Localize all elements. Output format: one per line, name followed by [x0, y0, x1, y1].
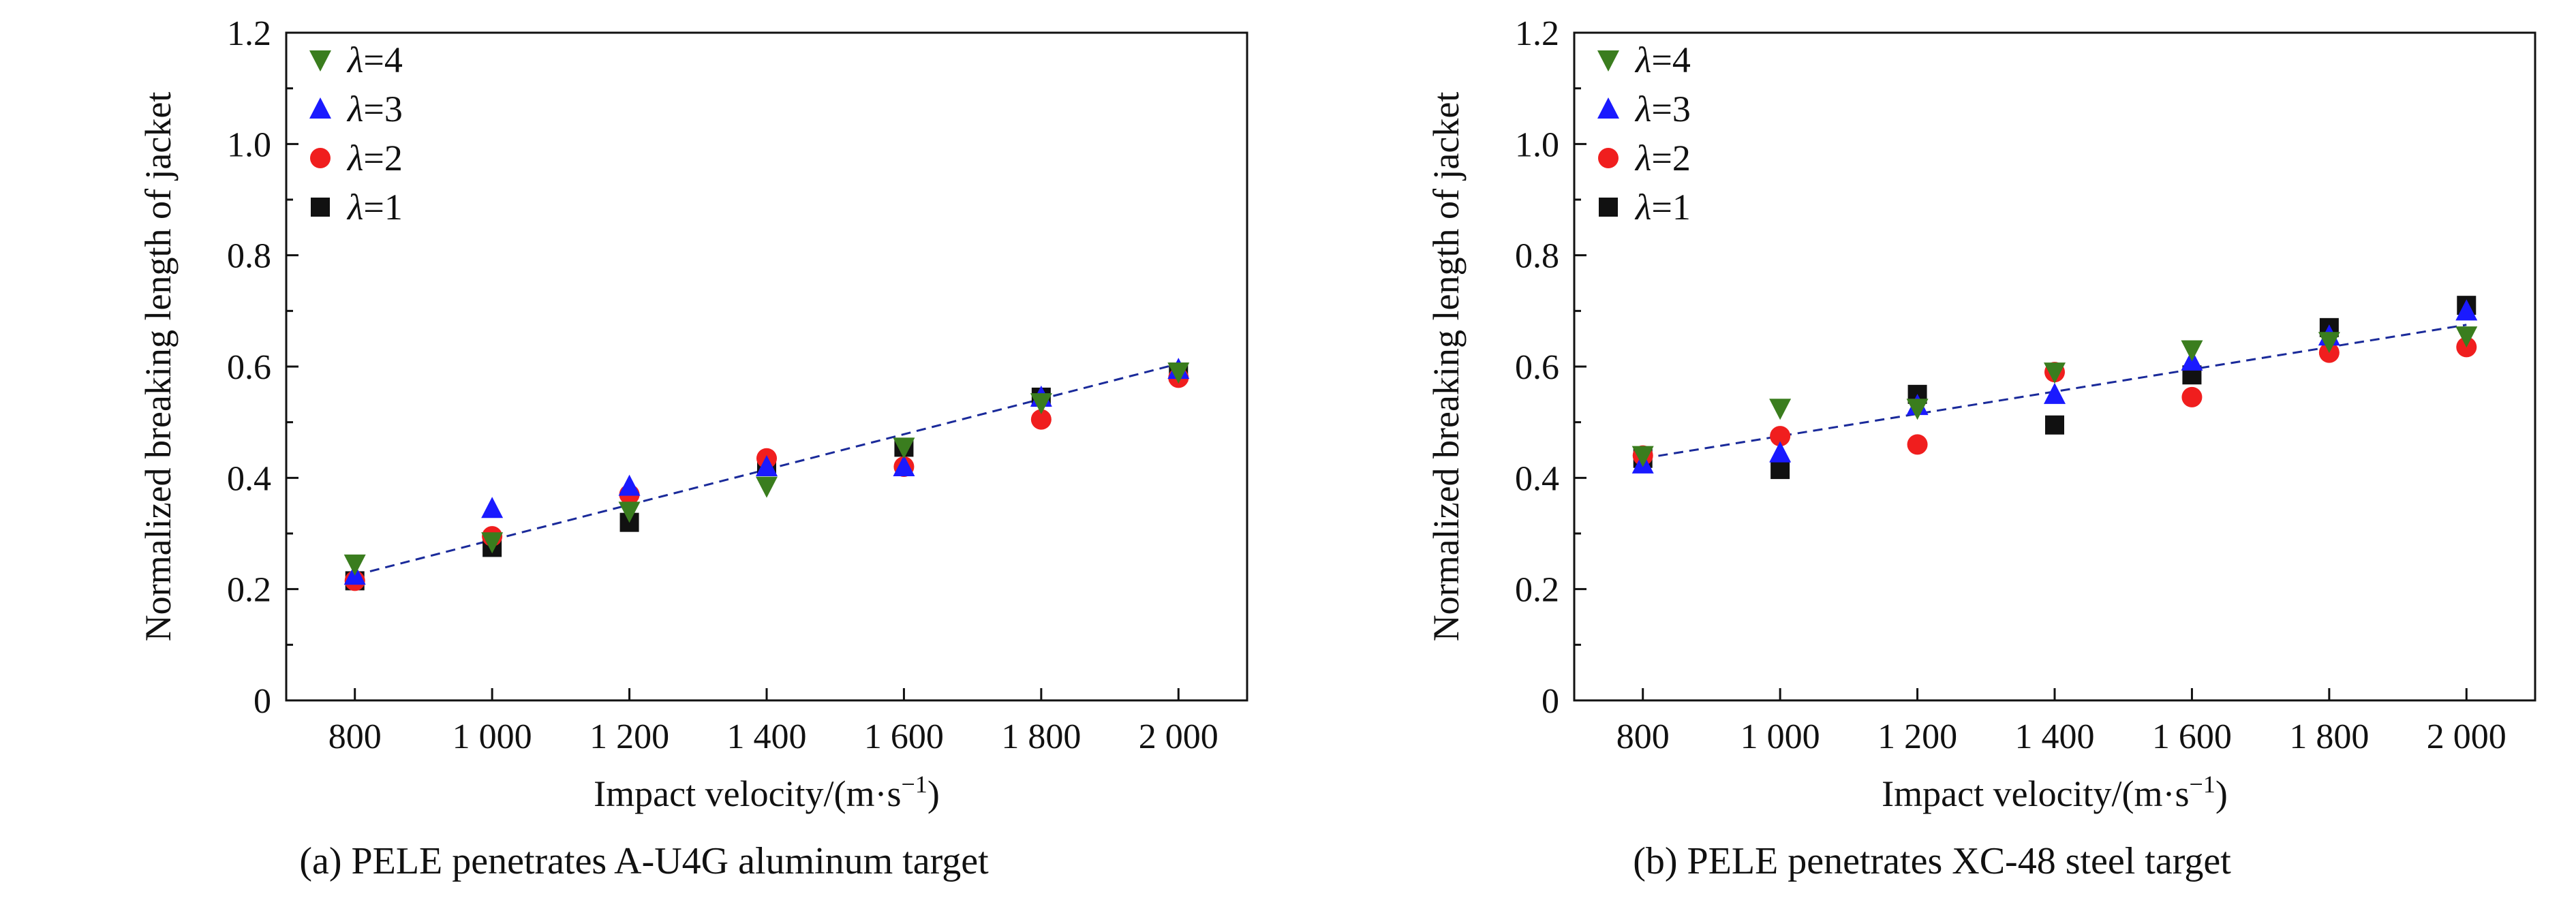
- x-tick-label: 1 000: [1741, 717, 1820, 756]
- series-lambda-4-point: [1631, 446, 1654, 467]
- x-tick-label: 2 000: [2427, 717, 2506, 756]
- y-axis-label: Normalized breaking length of jacket: [1426, 92, 1467, 642]
- series-lambda-4-point: [756, 476, 778, 498]
- legend-marker: [309, 50, 331, 72]
- chart-panel-b: 0 0.2 0.4 0.6 0.8 1.0 1.2 800 1 000 1 200 1 400 1 6…: [1288, 0, 2576, 898]
- series-lambda-3-point: [756, 455, 778, 476]
- x-tick-label: 1 400: [2015, 717, 2095, 756]
- chart-a-caption: (a) PELE penetrates A-U4G aluminum targe…: [299, 840, 989, 882]
- series-lambda-4-point: [618, 501, 641, 523]
- series-lambda-2-point: [1770, 426, 1791, 447]
- legend-marker: [1597, 97, 1619, 119]
- y-tick-label: 0.4: [1515, 459, 1559, 498]
- y-tick-label: 0.2: [227, 571, 271, 610]
- x-tick-label: 1 600: [2152, 717, 2232, 756]
- x-tick-label: 1 600: [864, 717, 944, 756]
- series-lambda-4-point: [893, 437, 915, 459]
- x-tick-label: 1 800: [1001, 717, 1081, 756]
- legend-label: λ=2: [1634, 138, 1691, 179]
- series-lambda-4-point: [2455, 326, 2478, 348]
- y-tick-label: 0.6: [227, 348, 271, 387]
- x-axis-label: Impact velocity/(m·s−1): [1882, 771, 2228, 814]
- legend-label: λ=1: [346, 187, 403, 228]
- y-tick-label: 0.2: [1515, 571, 1559, 610]
- x-tick-label: 2 000: [1139, 717, 1218, 756]
- y-tick-label: 0: [254, 682, 271, 721]
- y-tick-label: 0.6: [1515, 348, 1559, 387]
- series-lambda-4-point: [1167, 362, 1190, 384]
- series-lambda-3-point: [481, 497, 504, 518]
- series-lambda-4-point: [2181, 340, 2203, 362]
- legend-marker: [1598, 148, 1619, 168]
- legend-label: λ=3: [346, 89, 403, 129]
- x-tick-label: 1 000: [453, 717, 532, 756]
- x-tick-label: 1 800: [2289, 717, 2369, 756]
- x-tick-label: 1 200: [1877, 717, 1957, 756]
- series-lambda-4-point: [2318, 332, 2340, 354]
- legend-label: λ=4: [346, 40, 403, 80]
- y-tick-label: 0: [1542, 682, 1559, 721]
- legend-label: λ=3: [1634, 89, 1691, 129]
- series-lambda-4-point: [2044, 362, 2066, 384]
- chart-b-caption: (b) PELE penetrates XC-48 steel target: [1633, 840, 2231, 882]
- series-lambda-2-point: [1030, 409, 1052, 430]
- chart-panel-a: 0 0.2 0.4 0.6 0.8 1.0 1.2 800 1 000 1 200 1 400 1 6…: [138, 14, 1248, 882]
- legend-marker: [311, 198, 330, 217]
- series-lambda-2-point: [2181, 386, 2203, 407]
- series-lambda-3-point: [893, 455, 915, 476]
- legend-marker: [310, 148, 331, 168]
- chart-b-svg: 0 0.2 0.4 0.6 0.8 1.0 1.2 800 1 000 1 200 1 400 1 6…: [1426, 14, 2536, 814]
- x-tick-label: 1 200: [589, 717, 669, 756]
- y-tick-label: 1.0: [1515, 125, 1559, 164]
- legend-marker: [1599, 198, 1618, 217]
- legend-marker: [309, 97, 331, 119]
- legend-label: λ=2: [346, 138, 403, 179]
- series-lambda-3-point: [2455, 299, 2478, 321]
- series-lambda-3-point: [618, 474, 641, 496]
- x-axis-label: Impact velocity/(m·s−1): [594, 771, 940, 814]
- legend-label: λ=4: [1634, 40, 1691, 80]
- x-tick-label: 1 400: [727, 717, 807, 756]
- y-tick-label: 1.2: [227, 14, 271, 53]
- x-tick-label: 800: [1616, 717, 1670, 756]
- series-lambda-4-point: [343, 554, 366, 576]
- series-lambda-1-point: [2045, 415, 2064, 435]
- x-tick-label: 800: [328, 717, 382, 756]
- series-lambda-4-point: [1769, 399, 1792, 420]
- y-axis-label: Normalized breaking length of jacket: [138, 92, 179, 642]
- y-tick-label: 0.8: [1515, 237, 1559, 276]
- series-lambda-3-point: [1769, 441, 1792, 463]
- series-lambda-1-point: [1770, 460, 1790, 480]
- series-lambda-3-point: [2044, 382, 2066, 404]
- plot-frame: [285, 31, 1248, 702]
- y-tick-label: 0.8: [227, 237, 271, 276]
- series-lambda-4-point: [1906, 399, 1929, 420]
- series-lambda-2-point: [1907, 434, 1928, 455]
- y-tick-label: 0.4: [227, 459, 271, 498]
- y-tick-label: 1.0: [227, 125, 271, 164]
- series-lambda-4-point: [481, 532, 504, 554]
- legend-marker: [1597, 50, 1619, 72]
- chart-a-svg: 0 0.2 0.4 0.6 0.8 1.0 1.2 800 1 000 1 200 1 400 1 6…: [138, 14, 1248, 814]
- legend-label: λ=1: [1634, 187, 1691, 228]
- y-tick-label: 1.2: [1515, 14, 1559, 53]
- series-lambda-4-point: [1030, 393, 1052, 415]
